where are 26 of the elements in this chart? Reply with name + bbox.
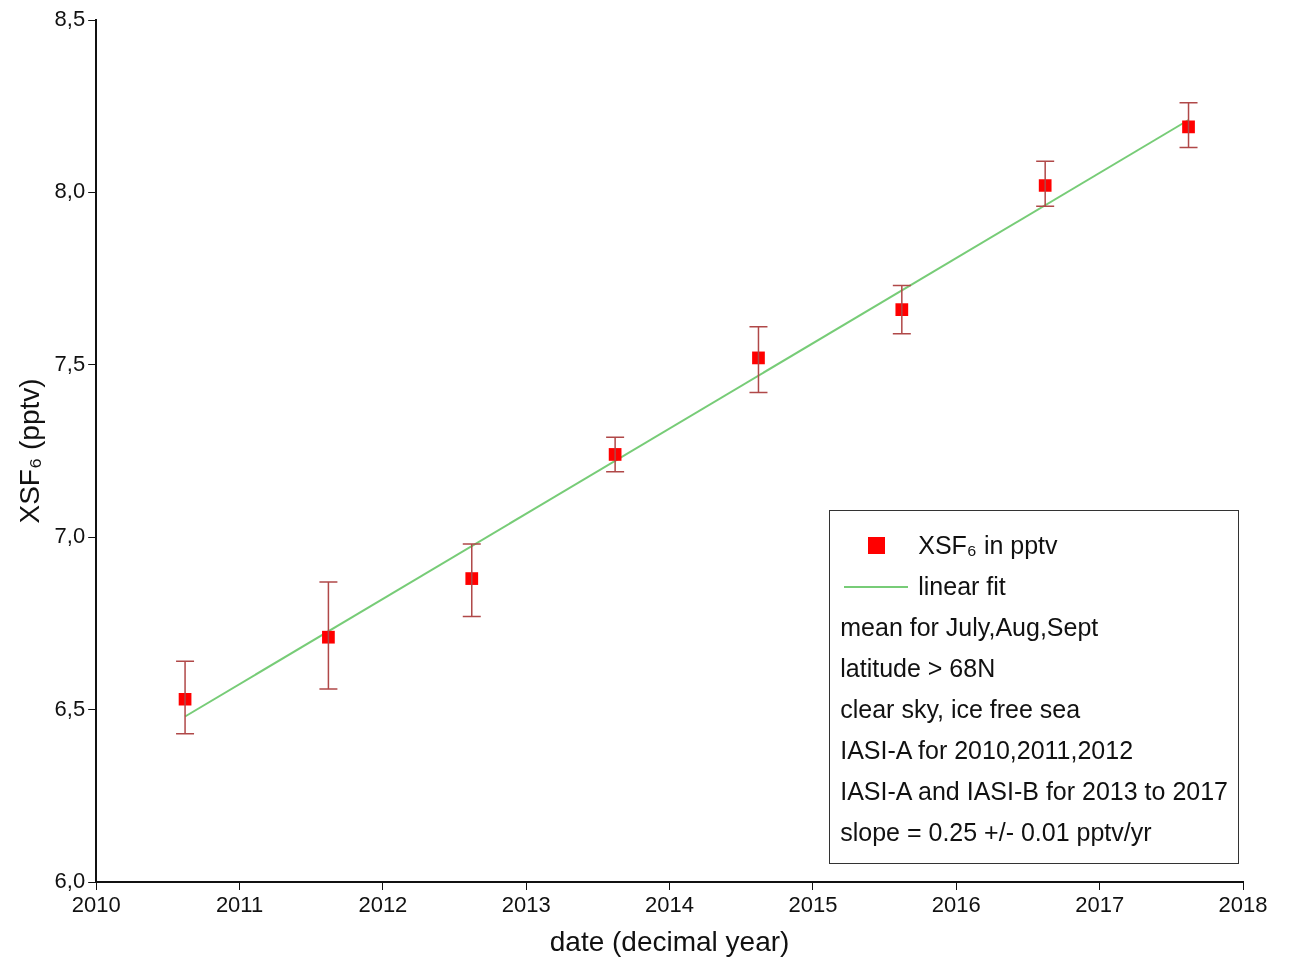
annotation: mean for July,Aug,Sept: [840, 612, 1100, 643]
x-tick-label: 2010: [71, 892, 121, 918]
y-tick-label: 6,5: [54, 695, 86, 721]
point: [322, 630, 335, 644]
y-axis-title: XSF₆ (pptv): [13, 378, 45, 524]
x-tick-label: 2012: [358, 892, 408, 918]
annotation: IASI-A and IASI-B for 2013 to 2017: [840, 776, 1228, 807]
y-tick-label: 6,0: [54, 868, 86, 894]
x-tick-label: 2015: [788, 892, 838, 918]
annotation: IASI-A for 2010,2011,2012: [840, 735, 1135, 766]
x-axis-title: date (decimal year): [549, 925, 790, 957]
legend-label: XSF₆ in pptv: [918, 530, 1058, 561]
x-tick-label: 2011: [215, 892, 264, 918]
y-tick-label: 8,0: [54, 178, 86, 204]
y-tick-label: 7,0: [54, 523, 86, 549]
x-tick-label: 2013: [501, 892, 551, 918]
x-tick-label: 2016: [931, 892, 981, 918]
x-tick-label: 2014: [645, 892, 695, 918]
y-tick-label: 8,5: [54, 6, 86, 32]
annotation: slope = 0.25 +/- 0.01 pptv/yr: [840, 817, 1153, 848]
y-tick-label: 7,5: [54, 350, 86, 376]
x-tick-label: 2018: [1218, 892, 1268, 918]
annotation: latitude > 68N: [840, 653, 997, 684]
legend-label: linear fit: [918, 571, 1006, 602]
x-tick-label: 2017: [1075, 892, 1125, 918]
annotation: clear sky, ice free sea: [840, 694, 1082, 725]
